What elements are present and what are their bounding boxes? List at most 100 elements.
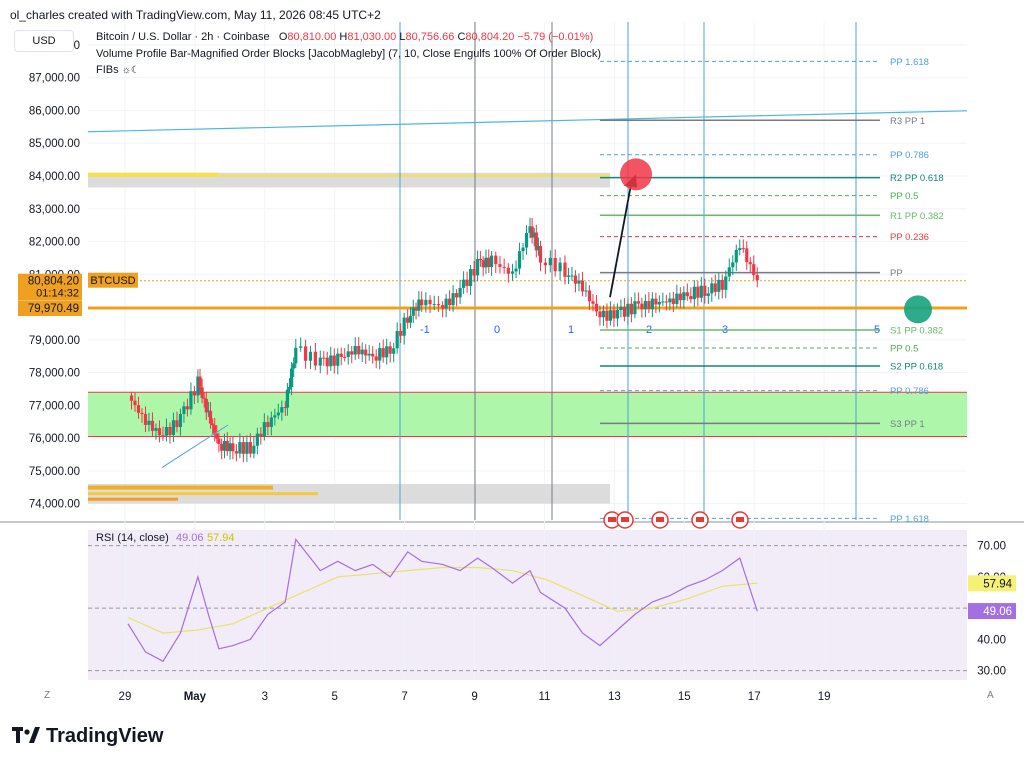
y-tick-label: 85,000.00 [29,138,80,150]
candle-body [580,280,585,292]
rsi-ma-tag: 57.94 [983,578,1012,590]
candle-body [622,306,627,317]
candle-body [741,248,745,250]
candle-body [468,269,473,287]
timezone-z-button[interactable]: Z [44,690,51,701]
candle-body [444,298,448,309]
candle-body [489,255,494,268]
candle-body [675,293,679,304]
candle-body [313,351,317,366]
candle-body [269,417,273,428]
candle-body [378,348,382,361]
candle-body [266,422,270,428]
candle-body [577,280,581,284]
pivot-label: PP 0.5 [890,191,918,202]
indicator-legend-0[interactable]: Volume Profile Bar-Magnified Order Block… [96,48,602,60]
candle-body [598,311,602,318]
open-label: O [278,31,288,43]
event-flag-icon-stripe [736,517,744,522]
candle-body [710,283,714,294]
candle-body [276,412,280,416]
candle-body [318,357,322,366]
candle-body [678,293,682,301]
x-tick-label: 19 [818,691,831,703]
candle-body [371,353,375,357]
candle-body [222,440,227,451]
y-tick-label: 75,000.00 [29,466,80,478]
candle-body [360,349,364,355]
x-tick-label: 7 [401,691,407,703]
rsi-ma-line [127,566,758,634]
candle-body [654,298,658,305]
candle-body [182,406,186,414]
last-price-tag-bg [18,273,82,301]
currency-button[interactable]: USD [14,30,74,52]
candle-body [350,351,354,355]
candle-body [424,299,428,306]
y-tick-label: 74,000.00 [29,499,80,511]
candle-body [573,275,578,284]
candle-body [185,406,190,410]
settings-icon[interactable]: ☼☾ [121,65,140,76]
candle-body [175,420,179,428]
target-circle-red [620,158,652,191]
candle-body [465,279,469,287]
candle-body [661,301,665,303]
pivot-label: S2 PP 0.618 [890,362,943,373]
x-tick-label: May [184,691,207,703]
candle-body [202,397,206,399]
symbol-title: Bitcoin / U.S. Dollar · 2h · Coinbase [96,31,270,43]
candle-body [290,368,294,388]
last-price-tag: 80,804.20 [28,276,79,288]
candle-body [608,310,613,321]
candle-body [626,303,630,317]
candle-body [530,226,534,238]
candle-body [408,315,413,323]
candle-body [699,285,703,298]
candle-body [502,266,506,268]
y-tick-label: 82,000.00 [29,237,80,249]
candle-body [538,246,543,263]
candle-body [164,427,169,436]
candle-body [521,247,525,252]
candle-body [543,262,548,266]
pivot-label: PP 0.786 [890,150,929,161]
cycle-label: 1 [568,324,574,336]
candle-body [285,389,290,408]
event-flag-icon-stripe [621,517,629,522]
candle-body [161,435,165,437]
candle-body [225,440,229,452]
candle-body [570,275,574,277]
candle-body [636,301,640,304]
candle-body [536,246,541,251]
candle-body [329,355,333,367]
candle-body [388,346,392,354]
candle-body [548,257,552,266]
candle-body [494,255,498,265]
event-flag-icon-stripe [608,517,616,522]
candle-body [441,305,445,309]
candle-body [381,348,385,358]
candle-body [417,299,421,311]
candle-body [198,376,202,388]
indicator-name: FIBs [96,64,119,76]
x-tick-label: 15 [678,691,691,703]
auto-scale-button[interactable]: A [987,690,994,701]
candle-body [200,387,204,398]
symbol-tag: BTCUSD [90,275,135,287]
candle-body [299,346,303,348]
indicator-legend-1[interactable]: FIBs ☼☾ [96,64,140,76]
rsi-value: 49.06 [176,532,204,544]
candle-body [481,260,485,268]
cycle-label: -1 [420,324,430,336]
candle-body [734,249,738,263]
event-flag-icon-stripe [696,517,704,522]
candle-body [451,293,455,306]
candle-body [682,292,686,301]
candle-body [367,353,371,356]
tradingview-logo[interactable]: TradingView [12,725,163,748]
candle-body [273,415,277,418]
tradingview-logo-icon [12,727,40,743]
candle-body [514,268,518,272]
